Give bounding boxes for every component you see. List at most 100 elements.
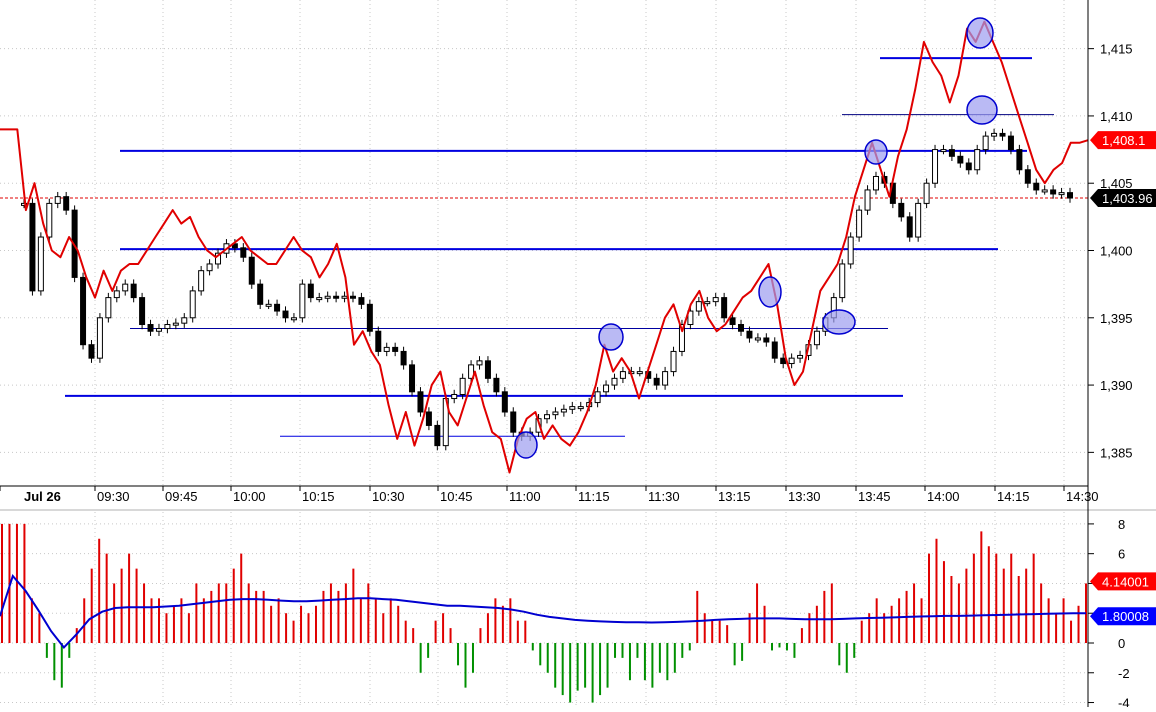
axis-value-tags: 1,408.1 1,403.96 4.14001 1.80008	[1090, 131, 1156, 626]
x-tick-label: 10:45	[440, 489, 473, 504]
price-circle-markers	[514, 17, 998, 459]
x-tick-label: Jul 26	[24, 489, 61, 504]
candle-down	[80, 276, 87, 346]
candle-up	[1058, 192, 1065, 196]
candle-down	[417, 391, 424, 413]
candle-up	[341, 295, 348, 299]
candle-up	[198, 270, 205, 292]
indicator-grid	[0, 512, 1088, 707]
axis-value-tag-bg	[1090, 607, 1156, 626]
highlight-circle-marker	[598, 323, 624, 351]
candle-up	[974, 149, 981, 171]
candle-up	[569, 406, 576, 410]
candle-up	[181, 317, 188, 324]
price-overlay-line	[0, 20, 1089, 474]
candle-down	[729, 317, 736, 326]
candle-up	[619, 371, 626, 379]
x-tick-label: 10:30	[372, 489, 405, 504]
candle-up	[788, 357, 795, 365]
x-tick-label: 11:30	[648, 489, 680, 504]
candle-down	[1016, 149, 1023, 171]
candle-up	[577, 406, 584, 410]
candle-down	[29, 202, 36, 292]
candle-down	[333, 295, 340, 299]
candle-up	[113, 290, 120, 299]
candle-up	[678, 324, 685, 352]
candle-up	[451, 393, 458, 400]
candle-down	[63, 196, 70, 211]
candle-up	[46, 202, 53, 238]
candle-down	[898, 202, 905, 218]
candle-up	[797, 354, 804, 359]
candle-up	[265, 303, 272, 307]
x-tick-label: 09:30	[97, 489, 130, 504]
x-tick-label: 09:45	[165, 489, 198, 504]
candle-up	[299, 283, 306, 319]
candle-down	[1024, 169, 1031, 184]
candle-up	[636, 371, 643, 375]
candle-up	[754, 337, 761, 341]
candle-down	[738, 324, 745, 332]
candle-up	[611, 377, 618, 386]
candle-up	[923, 182, 930, 204]
candle-down	[957, 155, 964, 164]
candle-up	[54, 196, 61, 204]
candle-up	[1041, 189, 1048, 193]
candle-up	[164, 324, 171, 330]
highlight-circle-marker	[514, 431, 538, 459]
price-y-tick-label: 1,415	[1100, 42, 1133, 57]
candle-down	[425, 411, 432, 426]
candle-down	[130, 283, 137, 299]
candle-down	[139, 297, 146, 326]
candle-down	[248, 256, 255, 285]
highlight-circle-marker	[966, 95, 998, 125]
candle-down	[653, 377, 660, 386]
candle-down	[282, 310, 289, 319]
candle-down	[771, 341, 778, 359]
candle-down	[375, 330, 382, 352]
candle-down	[400, 350, 407, 366]
x-tick-label: 13:30	[788, 489, 821, 504]
candle-up	[872, 175, 879, 191]
candle-up	[215, 252, 222, 265]
candle-up	[383, 346, 390, 352]
indicator-y-tick-label: 0	[1118, 636, 1125, 651]
candle-down	[1067, 192, 1073, 199]
candle-up	[122, 283, 129, 292]
candle-down	[721, 297, 728, 319]
candle-down	[392, 346, 399, 352]
x-axis-labels: Jul 26 09:30 09:45 10:00 10:15 10:30 10:45 11:0…	[0, 486, 1099, 504]
candle-down	[746, 330, 753, 339]
candle-up	[290, 317, 297, 321]
indicator-bars	[1, 523, 1087, 703]
price-y-tick-label: 1,400	[1100, 244, 1133, 259]
candle-up	[864, 189, 871, 211]
candle-up	[21, 202, 27, 206]
candle-down	[358, 297, 365, 305]
candle-up	[468, 364, 475, 379]
axis-value-tag-label: 1.80008	[1102, 609, 1149, 624]
candle-up	[915, 202, 922, 238]
axis-value-tag-bg	[1090, 189, 1156, 208]
candle-down	[240, 247, 247, 258]
candle-down	[88, 344, 95, 359]
candle-up	[476, 360, 483, 366]
candle-down	[948, 149, 955, 157]
indicator-y-tick-label: -4	[1118, 696, 1130, 707]
axis-value-tag-bg	[1090, 131, 1156, 150]
candle-down	[999, 132, 1006, 137]
candle-down	[510, 411, 517, 433]
price-y-tick-label: 1,405	[1100, 176, 1133, 191]
candle-up	[105, 297, 112, 319]
candle-up	[552, 411, 559, 416]
candle-down	[493, 377, 500, 393]
candle-up	[704, 301, 711, 305]
x-tick-label: 11:00	[509, 489, 541, 504]
price-grid	[0, 0, 1088, 486]
candle-up	[189, 290, 196, 319]
candle-up	[544, 414, 550, 420]
candle-down	[501, 391, 508, 413]
candle-down	[1050, 189, 1057, 195]
x-tick-label: 10:15	[302, 489, 335, 504]
